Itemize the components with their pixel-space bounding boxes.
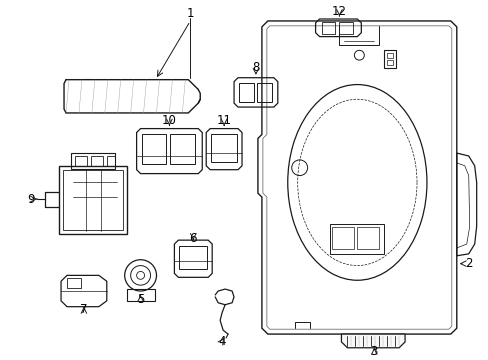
Bar xyxy=(67,278,81,288)
Bar xyxy=(211,135,237,162)
Bar xyxy=(59,166,126,234)
Bar xyxy=(71,153,115,169)
Bar xyxy=(339,22,353,34)
Text: 11: 11 xyxy=(216,114,231,127)
Text: 9: 9 xyxy=(27,193,35,206)
Bar xyxy=(91,156,102,166)
Bar xyxy=(386,53,392,58)
Bar xyxy=(384,50,395,68)
Bar xyxy=(256,82,271,102)
Polygon shape xyxy=(341,334,404,348)
Bar xyxy=(332,228,354,249)
Bar xyxy=(179,246,207,270)
Text: 2: 2 xyxy=(464,257,471,270)
Bar xyxy=(329,225,384,254)
Text: 1: 1 xyxy=(186,6,194,20)
Bar xyxy=(142,135,166,164)
Text: 7: 7 xyxy=(80,303,87,316)
Text: 6: 6 xyxy=(189,232,197,245)
Bar xyxy=(75,156,87,166)
Text: 8: 8 xyxy=(252,62,259,75)
Bar xyxy=(126,289,154,301)
Bar xyxy=(357,228,379,249)
Text: 4: 4 xyxy=(218,336,225,348)
Text: 3: 3 xyxy=(370,345,377,358)
Bar xyxy=(321,22,335,34)
Text: 12: 12 xyxy=(331,5,346,18)
Bar xyxy=(63,170,122,230)
Bar xyxy=(386,60,392,65)
Bar xyxy=(239,82,253,102)
Text: 10: 10 xyxy=(162,114,177,127)
Text: 5: 5 xyxy=(137,293,144,306)
Bar xyxy=(106,156,115,166)
Bar xyxy=(170,135,195,164)
